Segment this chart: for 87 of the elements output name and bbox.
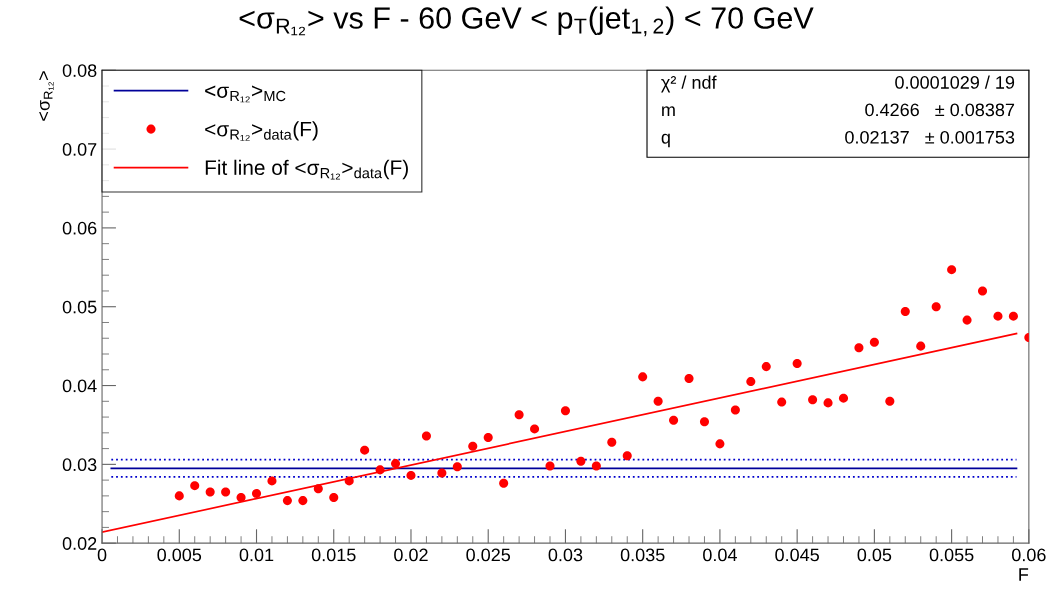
point: [653, 396, 663, 406]
point: [360, 445, 370, 455]
legend-label: Fit line of <σ$_{R₁₂}$>$_{data}$(F): [205, 159, 408, 180]
y-tick-label: 0.04: [62, 379, 97, 393]
point: [962, 315, 972, 325]
x-tick-label: 0.045: [775, 548, 819, 562]
point: [808, 395, 818, 405]
point: [947, 265, 957, 275]
point: [329, 492, 339, 502]
point: [298, 496, 308, 506]
point: [730, 405, 740, 415]
point: [499, 478, 509, 488]
point: [483, 433, 493, 443]
point: [669, 415, 679, 425]
point: [931, 302, 941, 312]
x-tick-label: 0.02: [394, 548, 428, 562]
point: [699, 417, 709, 427]
point: [545, 461, 555, 471]
chart-title: <σ$_{R₁₂}$> vs F - 60 GeV < p$_{T}$(jet$_{1,2}$) < 70 GeV: [239, 6, 814, 37]
x-axis-title: F: [1019, 568, 1029, 581]
x-tick-label: 0.005: [157, 548, 202, 562]
point: [607, 437, 617, 447]
point: [437, 468, 447, 478]
point: [267, 476, 277, 486]
point: [252, 489, 262, 499]
point: [746, 377, 756, 387]
x-tick-label: 0.035: [620, 548, 665, 562]
point: [792, 358, 802, 368]
y-tick-label: 0.08: [62, 64, 97, 77]
annotation: m: [662, 106, 675, 117]
point: [406, 470, 416, 480]
point: [421, 431, 431, 441]
x-tick-label: 0.05: [857, 548, 892, 562]
point: [684, 373, 694, 383]
y-tick-label: 0.05: [62, 300, 97, 314]
annotation: 0.02137 ± 0.001753: [845, 130, 1015, 144]
x-tick-label: 0.025: [466, 548, 511, 562]
point: [993, 311, 1003, 321]
point: [777, 397, 787, 407]
point: [391, 459, 401, 469]
point: [638, 372, 648, 382]
x-tick-label: 0.01: [239, 548, 274, 562]
point: [761, 362, 771, 372]
point: [576, 456, 586, 466]
x-tick-label: 0.06: [1011, 548, 1046, 562]
point: [854, 343, 864, 353]
point: [344, 476, 354, 486]
point: [869, 337, 879, 347]
x-tick-label: 0.03: [548, 548, 583, 562]
point: [452, 462, 462, 472]
point: [916, 341, 926, 351]
y-tick-label: 0.06: [62, 221, 97, 235]
point: [591, 461, 601, 471]
point: [885, 396, 895, 406]
point: [978, 286, 988, 296]
point: [514, 410, 524, 420]
point: [236, 492, 246, 502]
point: [622, 451, 632, 461]
x-tick-label: 0: [97, 548, 107, 562]
point: [205, 487, 215, 497]
annotation: 0.0001029 / 19: [895, 75, 1015, 89]
x-tick-label: 0.015: [311, 548, 356, 562]
x-tick-label: 0.055: [929, 548, 974, 562]
point: [282, 496, 292, 506]
legend-label: <σ$_{R₁₂}$>$_{MC}$: [205, 85, 286, 103]
y-tick-label: 0.03: [62, 458, 97, 472]
y-tick-label: 0.07: [62, 143, 97, 156]
point: [1008, 311, 1018, 321]
annotation: χ² / ndf: [661, 75, 717, 93]
annotation: q: [661, 133, 670, 148]
point: [174, 491, 184, 501]
y-axis-title: <σ$_{R₁₂}$>: [39, 71, 54, 121]
point: [560, 406, 570, 416]
point: [530, 424, 540, 434]
annotation: 0.4266 ± 0.08387: [865, 103, 1015, 117]
point: [838, 393, 849, 403]
point: [715, 439, 725, 449]
point: [190, 481, 200, 491]
legend-label: <σ$_{R₁₂}$>$_{data}$(F): [205, 121, 318, 141]
point: [823, 398, 833, 408]
x-tick-label: 0.04: [703, 548, 737, 562]
point: [468, 441, 478, 451]
point: [900, 306, 910, 316]
point: [375, 465, 385, 475]
y-tick-label: 0.02: [62, 537, 97, 550]
point: [221, 487, 231, 497]
point: [313, 484, 323, 494]
